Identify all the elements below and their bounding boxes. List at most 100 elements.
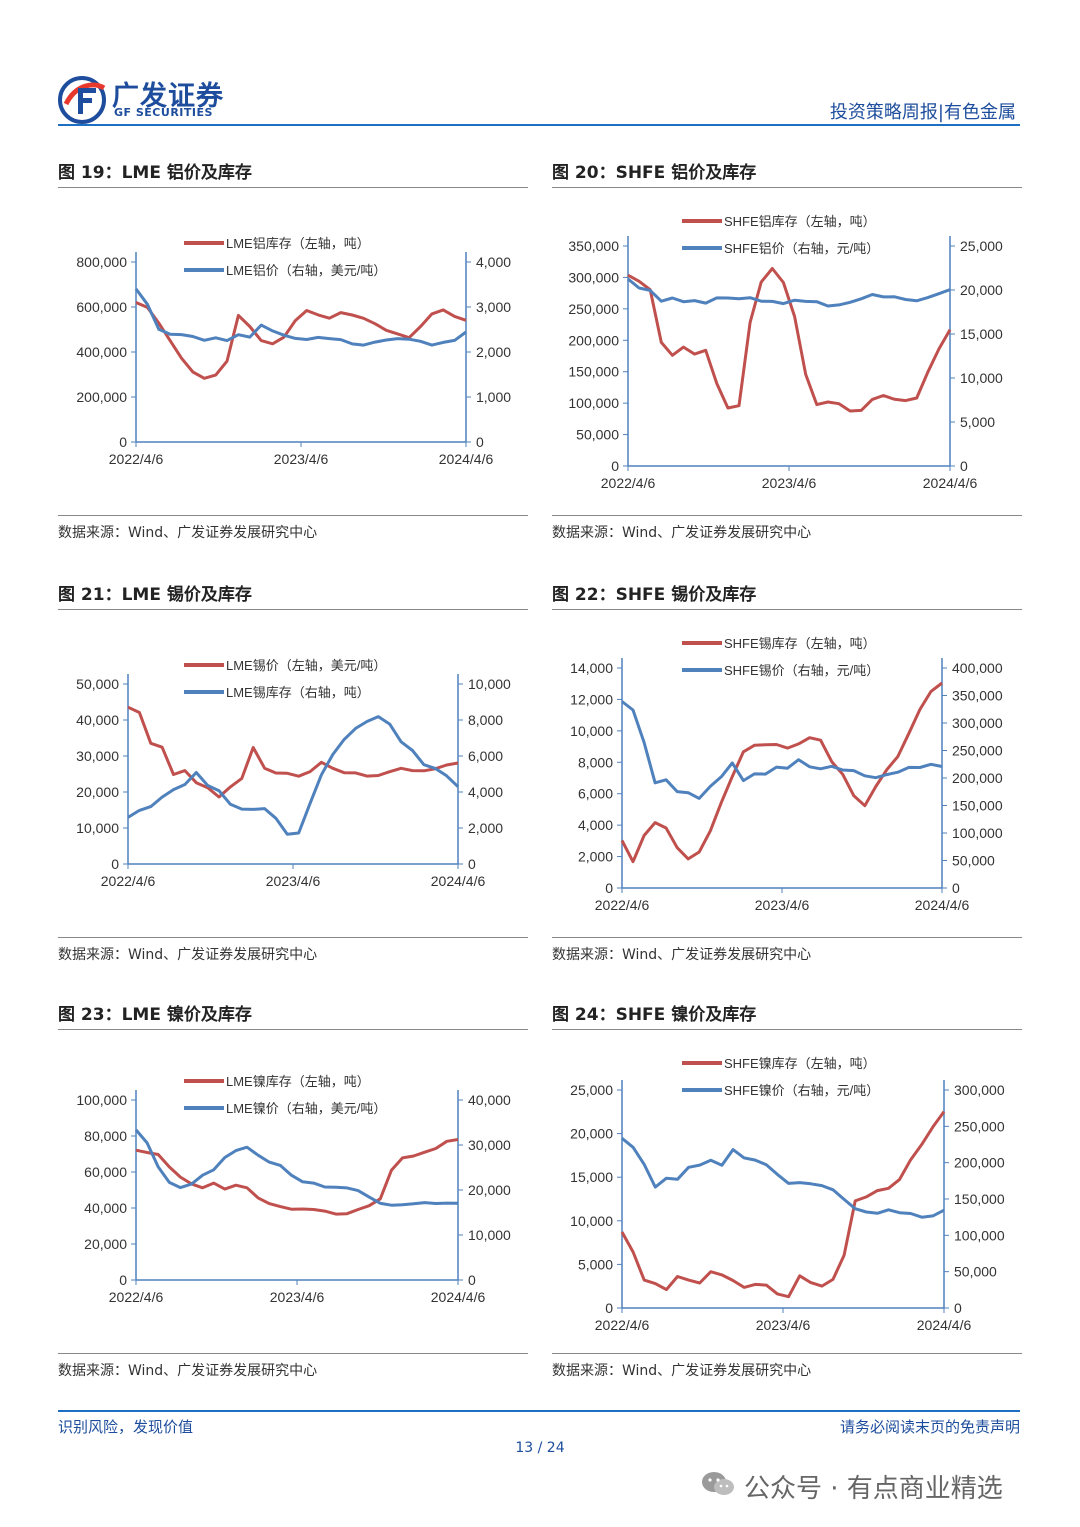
figure-bottom-rule: [552, 515, 1022, 516]
series-line-left: [135, 1138, 459, 1216]
figure-bottom-rule: [58, 1353, 528, 1354]
x-axis-tick-label: 2022/4/6: [595, 1317, 650, 1333]
right-axis-tick-label: 400,000: [952, 660, 1003, 676]
left-axis-tick-label: 15,000: [570, 1169, 613, 1185]
left-axis-tick-label: 0: [605, 1300, 613, 1316]
legend-label: SHFE锡库存（左轴，吨）: [724, 636, 876, 651]
x-axis-tick-label: 2024/4/6: [439, 451, 494, 467]
figure-source: 数据来源：Wind、广发证券发展研究中心: [552, 947, 812, 963]
x-axis-tick-label: 2024/4/6: [923, 475, 978, 491]
header-divider: [58, 124, 1020, 126]
left-axis-tick-label: 8,000: [578, 754, 613, 770]
left-axis-tick-label: 250,000: [568, 301, 619, 317]
legend-label: LME锡库存（右轴，吨）: [226, 685, 370, 700]
right-axis-tick-label: 200,000: [954, 1155, 1005, 1171]
right-axis-tick-label: 15,000: [960, 326, 1003, 342]
left-axis-tick-label: 40,000: [76, 712, 119, 728]
right-axis-tick-label: 1,000: [476, 389, 511, 405]
left-axis-tick-label: 200,000: [568, 332, 619, 348]
watermark-text: 公众号 · 有点商业精选: [744, 1474, 1003, 1504]
right-axis-tick-label: 300,000: [954, 1082, 1005, 1098]
right-axis-tick-label: 8,000: [468, 712, 503, 728]
figure-title: 图 24：SHFE 镍价及库存: [552, 1005, 757, 1025]
x-axis-tick-label: 2022/4/6: [109, 1289, 164, 1305]
right-axis-tick-label: 10,000: [960, 370, 1003, 386]
right-axis-tick-label: 250,000: [952, 743, 1003, 759]
x-axis-tick-label: 2023/4/6: [762, 475, 817, 491]
right-axis-tick-label: 2,000: [476, 344, 511, 360]
footer-slogan: 识别风险，发现价值: [58, 1418, 194, 1436]
left-axis-tick-label: 5,000: [578, 1256, 613, 1272]
footer-disclaimer-link[interactable]: 请务必阅读末页的免责声明: [839, 1418, 1020, 1436]
left-axis-tick-label: 600,000: [76, 299, 127, 315]
x-axis-tick-label: 2024/4/6: [431, 873, 486, 889]
left-axis-tick-label: 100,000: [568, 395, 619, 411]
report-category: 投资策略周报|有色金属: [829, 102, 1016, 123]
left-axis-tick-label: 10,000: [76, 820, 119, 836]
left-axis-tick-label: 50,000: [576, 427, 619, 443]
right-axis-tick-label: 0: [960, 458, 968, 474]
right-axis-tick-label: 6,000: [468, 748, 503, 764]
figure-bottom-rule: [58, 515, 528, 516]
figure-top-rule: [552, 187, 1022, 188]
right-axis-tick-label: 4,000: [468, 784, 503, 800]
figure-bottom-rule: [552, 937, 1022, 938]
right-axis-tick-label: 250,000: [954, 1118, 1005, 1134]
figure-source: 数据来源：Wind、广发证券发展研究中心: [58, 1363, 318, 1379]
figure-top-rule: [552, 1029, 1022, 1030]
page-header: 广发证券 GF SECURITIES 投资策略周报|有色金属: [58, 70, 1020, 128]
chart-lme-nickel: 0 20,000 40,000 60,000 80,000 100,000 0 10,000 2…: [76, 1074, 511, 1305]
x-axis-tick-label: 2023/4/6: [270, 1289, 325, 1305]
legend-label: SHFE镍价（右轴，元/吨）: [724, 1083, 879, 1098]
right-axis-tick-label: 2,000: [468, 820, 503, 836]
series-line-left: [127, 705, 459, 799]
x-axis-tick-label: 2023/4/6: [755, 897, 810, 913]
right-axis-tick-label: 0: [476, 434, 484, 450]
chart-lme-aluminum: 0 200,000 400,000 600,000 800,000 0 1,000 2,000…: [76, 236, 511, 467]
left-axis-tick-label: 10,000: [570, 723, 613, 739]
left-axis-tick-label: 800,000: [76, 254, 127, 270]
right-axis-tick-label: 100,000: [954, 1227, 1005, 1243]
right-axis-tick-label: 10,000: [468, 676, 511, 692]
series-line-left: [620, 681, 943, 864]
series-line-left: [620, 1110, 946, 1299]
right-axis-tick-label: 4,000: [476, 254, 511, 270]
x-axis-tick-label: 2022/4/6: [595, 897, 650, 913]
series-line-right: [627, 277, 951, 308]
right-axis-tick-label: 10,000: [468, 1227, 511, 1243]
figure-bottom-rule: [58, 937, 528, 938]
wechat-icon: [702, 1472, 734, 1495]
legend-label: LME镍库存（左轴，吨）: [226, 1074, 370, 1089]
x-axis-tick-label: 2024/4/6: [917, 1317, 972, 1333]
legend-label: SHFE镍库存（左轴，吨）: [724, 1056, 876, 1071]
right-axis-tick-label: 150,000: [954, 1191, 1005, 1207]
right-axis-tick-label: 150,000: [952, 798, 1003, 814]
figure-top-rule: [552, 609, 1022, 610]
left-axis-tick-label: 200,000: [76, 389, 127, 405]
figure-title: 图 19：LME 铝价及库存: [58, 163, 252, 183]
left-axis-tick-label: 2,000: [578, 849, 613, 865]
right-axis-tick-label: 0: [954, 1300, 962, 1316]
figure-title: 图 20：SHFE 铝价及库存: [552, 163, 757, 183]
logo-text-cn: 广发证券: [112, 81, 224, 112]
right-axis-tick-label: 20,000: [960, 282, 1003, 298]
x-axis-tick-label: 2022/4/6: [101, 873, 156, 889]
right-axis-tick-label: 0: [952, 880, 960, 896]
left-axis-tick-label: 50,000: [76, 676, 119, 692]
x-axis-tick-label: 2022/4/6: [601, 475, 656, 491]
x-axis-tick-label: 2023/4/6: [274, 451, 329, 467]
left-axis-tick-label: 0: [111, 856, 119, 872]
left-axis-tick-label: 0: [605, 880, 613, 896]
x-axis-tick-label: 2024/4/6: [431, 1289, 486, 1305]
left-axis-tick-label: 40,000: [84, 1200, 127, 1216]
right-axis-tick-label: 50,000: [954, 1264, 997, 1280]
left-axis-tick-label: 20,000: [76, 784, 119, 800]
figure-title: 图 23：LME 镍价及库存: [58, 1005, 252, 1025]
left-axis-tick-label: 60,000: [84, 1164, 127, 1180]
page-number: 13 / 24: [515, 1440, 565, 1456]
right-axis-tick-label: 5,000: [960, 414, 995, 430]
series-line-right: [127, 715, 460, 836]
right-axis-tick-label: 40,000: [468, 1092, 511, 1108]
legend-label: LME铝价（右轴，美元/吨）: [226, 263, 386, 278]
left-axis-tick-label: 300,000: [568, 269, 619, 285]
